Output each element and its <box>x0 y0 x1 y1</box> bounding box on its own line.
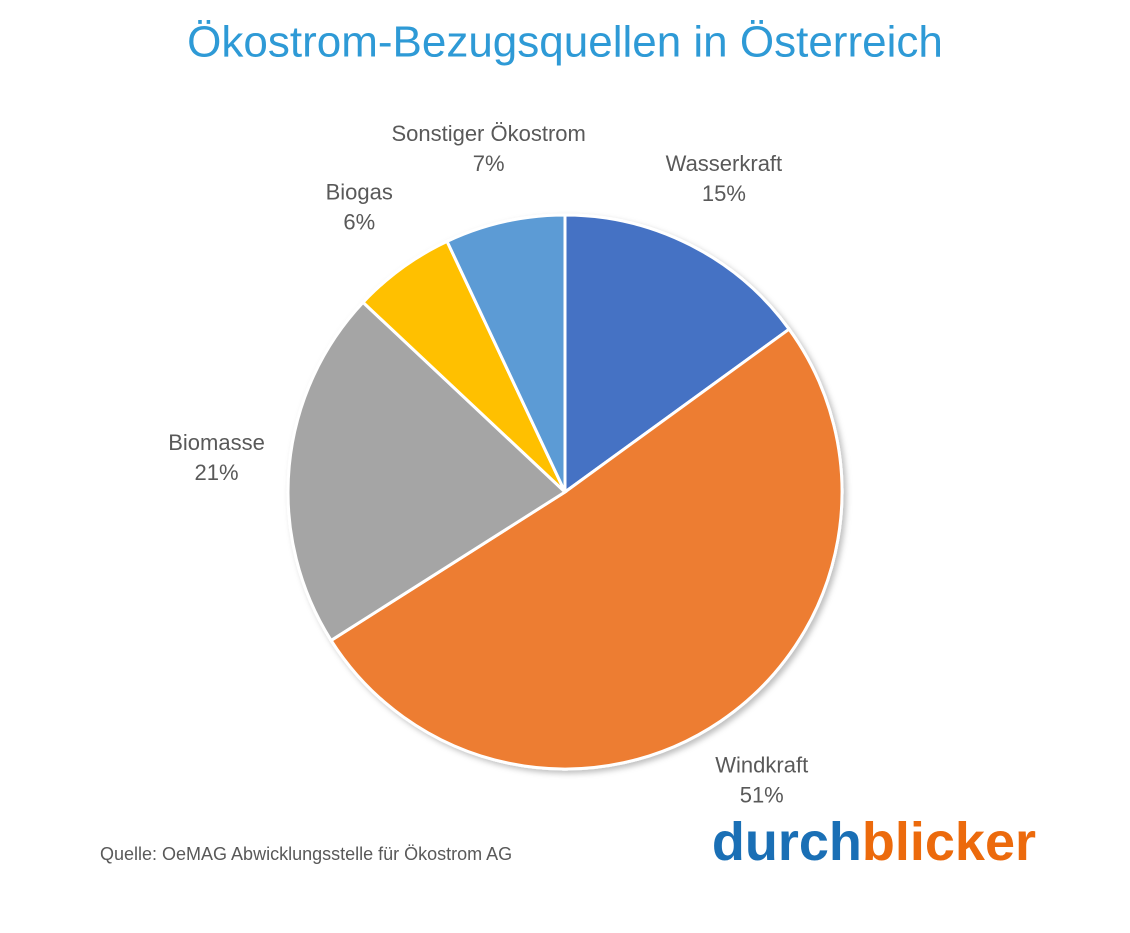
pie <box>286 213 844 771</box>
value-label: 51% <box>740 782 784 807</box>
slice-label: Biogas <box>326 180 393 205</box>
value-label: 7% <box>473 151 505 176</box>
logo: durchblicker <box>712 812 1036 872</box>
slice-label: Windkraft <box>715 752 808 777</box>
logo-part: blicker <box>862 812 1036 872</box>
slice-label: Biomasse <box>168 430 265 455</box>
pie-slice <box>563 213 792 495</box>
value-label: 6% <box>343 210 375 235</box>
source: Quelle: OeMAG Abwicklungsstelle für Ökos… <box>100 844 512 864</box>
pie-slice <box>329 327 844 771</box>
value-label: 21% <box>195 460 239 485</box>
value-label: 15% <box>702 181 746 206</box>
chart-title: Ökostrom-Bezugsquellen in Österreich <box>187 18 943 67</box>
slice-label: Sonstiger Ökostrom <box>391 121 585 146</box>
pie-slice <box>445 213 567 493</box>
logo-part: durch <box>712 812 862 872</box>
slice-label: Wasserkraft <box>666 151 783 176</box>
pie-slice <box>286 300 568 643</box>
